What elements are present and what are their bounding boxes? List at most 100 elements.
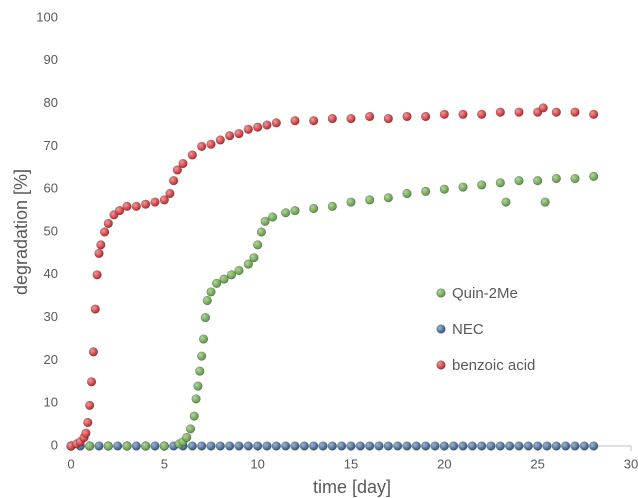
point: [85, 400, 95, 410]
point: [200, 313, 210, 323]
point: [393, 441, 403, 451]
point: [346, 113, 356, 124]
legend-label: benzoic acid: [452, 357, 535, 374]
point: [327, 201, 337, 211]
point: [212, 278, 222, 288]
x-tick-label: 25: [530, 456, 544, 471]
point: [249, 253, 259, 263]
point: [533, 441, 543, 451]
point: [551, 173, 561, 184]
point: [458, 182, 468, 192]
point: [141, 199, 151, 209]
point: [402, 441, 412, 451]
point: [150, 441, 160, 451]
point: [271, 441, 281, 451]
point: [114, 206, 125, 216]
point: [226, 270, 237, 280]
point: [430, 441, 440, 451]
x-axis-title: time [day]: [313, 477, 391, 497]
point: [551, 107, 561, 117]
point: [262, 120, 272, 130]
point: [215, 135, 225, 145]
point: [589, 171, 599, 181]
point: [449, 441, 459, 451]
y-tick-label: 50: [44, 223, 58, 238]
y-tick-label: 70: [44, 138, 58, 153]
point: [505, 441, 515, 451]
point: [234, 441, 244, 451]
point: [281, 208, 291, 218]
point: [85, 441, 95, 451]
point: [165, 188, 175, 199]
point: [234, 265, 244, 276]
legend-marker: [436, 324, 446, 334]
point: [88, 347, 98, 357]
point: [197, 141, 207, 151]
point: [122, 441, 132, 451]
point: [197, 441, 207, 451]
point: [243, 441, 253, 451]
x-tick-label: 0: [67, 456, 74, 471]
point: [225, 441, 235, 451]
point: [458, 441, 468, 451]
point: [281, 441, 291, 451]
point: [383, 441, 393, 451]
point: [94, 441, 104, 451]
point: [579, 441, 589, 451]
y-tick-label: 80: [44, 95, 58, 110]
point: [383, 193, 393, 203]
point: [103, 441, 113, 451]
y-tick-label: 10: [44, 395, 58, 410]
point: [589, 441, 599, 451]
point: [570, 107, 580, 117]
point: [113, 441, 123, 451]
point: [514, 441, 524, 451]
point: [290, 206, 300, 216]
point: [514, 107, 524, 117]
point: [253, 240, 263, 250]
point: [477, 180, 487, 190]
x-tick-label: 30: [624, 456, 638, 471]
point: [421, 186, 431, 196]
point: [299, 441, 309, 451]
point: [206, 441, 216, 451]
y-tick-label: 0: [51, 437, 58, 452]
point: [538, 103, 548, 113]
point: [198, 334, 209, 344]
point: [365, 441, 375, 451]
point: [309, 203, 319, 214]
point: [271, 118, 281, 128]
point: [202, 295, 212, 306]
point: [225, 131, 235, 141]
point: [290, 441, 300, 451]
y-axis-title: degradation [%]: [11, 169, 31, 295]
point: [383, 113, 393, 124]
point: [561, 441, 571, 451]
point: [501, 197, 511, 207]
y-tick-label: 20: [44, 352, 58, 367]
point: [540, 197, 550, 207]
point: [327, 441, 337, 451]
point: [96, 240, 106, 250]
point: [253, 441, 263, 451]
point: [185, 424, 196, 434]
point: [268, 212, 278, 222]
point: [365, 195, 375, 205]
point: [90, 304, 100, 314]
point: [523, 441, 533, 451]
point: [81, 428, 91, 438]
point: [495, 441, 505, 451]
point: [309, 441, 319, 451]
point: [197, 351, 207, 361]
point: [206, 287, 216, 297]
point: [169, 176, 179, 186]
point: [570, 441, 580, 451]
point: [262, 441, 272, 451]
x-tick-label: 5: [161, 456, 168, 471]
point: [467, 441, 477, 451]
x-tick-label: 20: [437, 456, 451, 471]
point: [150, 197, 160, 207]
point: [99, 227, 110, 237]
point: [421, 441, 431, 451]
point: [122, 201, 132, 211]
